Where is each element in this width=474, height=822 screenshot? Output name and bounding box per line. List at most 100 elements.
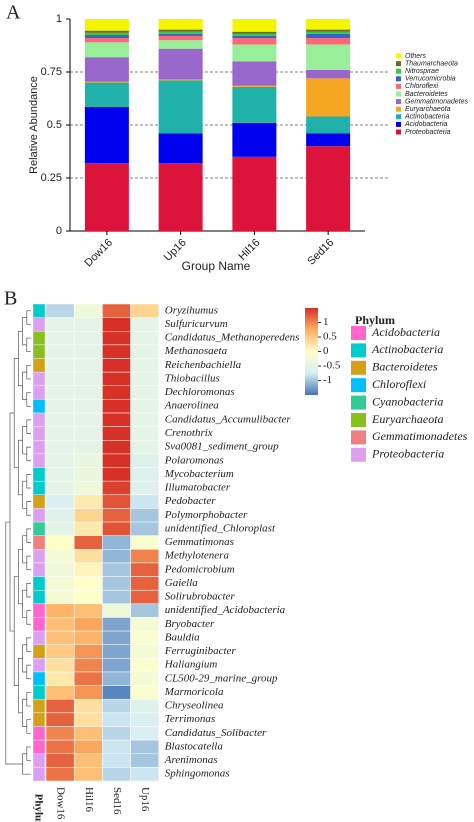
bar-segment: [306, 33, 351, 39]
row-label: Reichenbachiella: [164, 359, 242, 371]
row-annotation: [32, 371, 46, 386]
row-label: Terrimonas: [165, 713, 215, 725]
heatmap-cell: [73, 317, 103, 332]
row-label: unidentified_Acidobacteria: [165, 604, 286, 616]
bar-segment: [306, 19, 351, 30]
row-label: Sulfuricurvum: [165, 318, 228, 330]
heatmap-cell: [130, 739, 160, 754]
legend-swatch: [396, 76, 401, 82]
row-label: Pedomicrobium: [164, 563, 235, 575]
row-label: CL500-29_marine_group: [165, 672, 278, 684]
bar-segment: [84, 32, 129, 35]
row-annotation: [32, 603, 46, 618]
row-annotation: [32, 453, 46, 468]
heatmap-cell: [102, 658, 131, 673]
bar-segment: [232, 122, 277, 157]
colorbar: [305, 308, 318, 395]
heatmap-cell: [130, 521, 160, 536]
heatmap-cell: [45, 630, 75, 645]
dendrogram: [22, 589, 27, 618]
heatmap-cell: [130, 698, 160, 714]
panel-label: A: [6, 2, 21, 24]
heatmap-cell: [130, 358, 160, 373]
row-annotation: [32, 399, 46, 414]
heatmap-cell: [45, 303, 75, 318]
heatmap-cell: [102, 767, 131, 782]
heatmap-cell: [102, 494, 131, 509]
row-annotation: [32, 508, 46, 523]
heatmap-cell: [45, 426, 75, 441]
heatmap-cell: [73, 698, 103, 714]
bar-segment: [232, 44, 277, 62]
heatmap-cell: [130, 453, 160, 468]
heatmap-cell: [130, 412, 160, 427]
y-tick-label: 0.25: [41, 172, 62, 184]
heatmap-cell: [130, 603, 160, 618]
heatmap-cell: [73, 739, 103, 754]
heatmap-cell: [102, 317, 131, 332]
bar-segment: [232, 31, 277, 34]
row-label: Marmoricola: [164, 686, 224, 698]
dendrogram: [5, 521, 23, 765]
heatmap-cell: [73, 535, 103, 550]
legend-swatch: [396, 68, 401, 74]
heatmap-cell: [73, 521, 103, 536]
column-label: Up16: [139, 787, 151, 812]
heatmap-cell: [45, 440, 75, 455]
row-label: Oryzihumus: [165, 304, 218, 316]
legend-title: Phylum: [355, 313, 395, 327]
dendrogram: [26, 583, 31, 598]
legend-swatch: [351, 343, 366, 358]
row-label: Polymorphobacter: [164, 509, 248, 521]
heatmap-cell: [130, 494, 160, 509]
dendrogram: [26, 555, 31, 571]
bar-segment: [158, 29, 203, 32]
y-tick-label: 1: [56, 13, 62, 25]
row-annotation: [32, 767, 46, 782]
dendrogram: [26, 719, 31, 734]
heatmap-cell: [102, 371, 131, 387]
dendrogram: [26, 528, 31, 543]
heatmap-cell: [102, 453, 131, 468]
dendrogram: [18, 439, 23, 496]
legend-label: Others: [405, 53, 427, 60]
row-annotation: [32, 699, 46, 714]
row-label: Arenimonas: [164, 754, 218, 766]
dendrogram: [26, 392, 31, 407]
heatmap-cell: [130, 726, 160, 741]
bar-segment: [158, 33, 203, 36]
colorbar-tick-label: -1: [323, 374, 332, 386]
heatmap-cell: [73, 303, 103, 318]
row-annotation: [32, 630, 46, 645]
heatmap-cell: [102, 385, 131, 400]
dendrogram: [26, 474, 31, 489]
legend-label: Thaumarchaeota: [405, 60, 458, 67]
legend-label: Gemmatimonadetes: [372, 429, 468, 443]
bar-segment: [232, 156, 277, 231]
bar-segment: [306, 133, 351, 147]
heatmap-cell: [73, 726, 103, 741]
heatmap-cell: [45, 671, 75, 686]
heatmap-cell: [73, 426, 103, 441]
heatmap-cell: [102, 562, 131, 577]
dendrogram: [26, 610, 31, 625]
annotation-label: Phylum: [32, 794, 44, 822]
colorbar-tick-label: 1: [323, 316, 329, 328]
heatmap-cell: [102, 630, 131, 645]
dendrogram: [18, 657, 23, 714]
x-tick-label: Sed16: [305, 237, 336, 268]
heatmap-cell: [130, 440, 160, 455]
heatmap-cell: [73, 494, 103, 509]
bar-segment: [158, 40, 203, 49]
row-annotation: [32, 521, 46, 536]
heatmap-cell: [130, 385, 160, 400]
legend-swatch: [396, 106, 401, 112]
heatmap-cell: [130, 303, 160, 318]
heatmap-cell: [45, 644, 75, 659]
row-annotation: [32, 644, 46, 659]
legend-label: Actinobacteria: [371, 342, 443, 356]
row-label: Methylotenera: [164, 550, 230, 562]
heatmap-cell: [45, 480, 75, 496]
bar-segment: [84, 57, 129, 82]
